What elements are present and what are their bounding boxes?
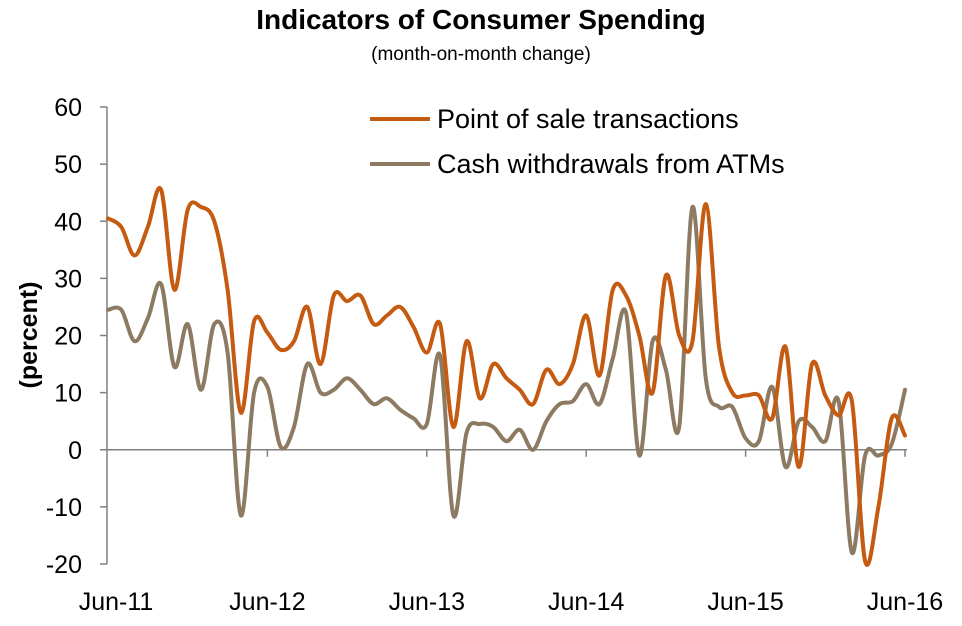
y-tick-label: 30 [54,265,82,293]
y-tick-label: 0 [68,437,82,465]
y-tick-labels: 60 50 40 30 20 10 0 -10 -20 [46,94,82,579]
series-lines [106,185,907,567]
chart-subtitle: (month-on-month change) [371,44,591,65]
y-tick-label: -20 [46,551,82,579]
y-tick-label: -10 [46,494,82,522]
y-tick-label: 10 [54,380,82,408]
chart-title: Indicators of Consumer Spending [256,4,706,35]
series-line-atm-withdrawals [106,204,907,555]
y-tick-label: 40 [54,208,82,236]
legend-label: Point of sale transactions [437,104,739,134]
legend-label: Cash withdrawals from ATMs [437,149,785,179]
y-tick-label: 50 [54,151,82,179]
legend: Point of sale transactions Cash withdrawa… [370,104,785,179]
x-tick-label: Jun-16 [867,588,943,616]
x-tick-label: Jun-14 [548,588,625,616]
y-tick-label: 60 [54,94,82,122]
x-tick-label: Jun-13 [389,588,465,616]
series-line-point-of-sale [106,185,907,567]
y-axis-label: (percent) [15,282,43,389]
x-tick-label: Jun-12 [229,588,305,616]
x-tick-label: Jun-15 [707,588,783,616]
axes [100,106,907,565]
x-tick-labels: Jun-11 Jun-12 Jun-13 Jun-14 Jun-15 Jun-16 [79,588,944,616]
y-tick-label: 20 [54,323,82,351]
x-tick-label: Jun-11 [79,588,154,616]
